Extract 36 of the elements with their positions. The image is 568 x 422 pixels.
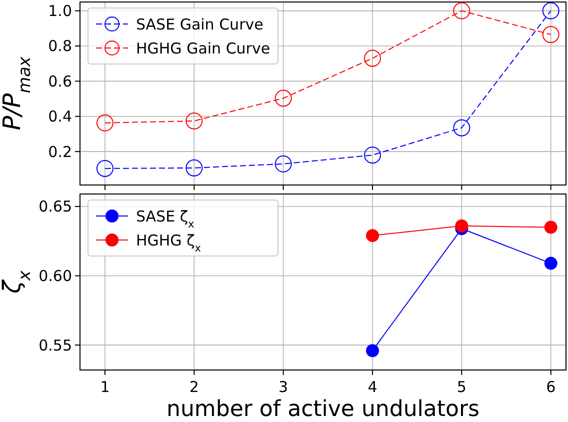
y-tick-label: 0.65 bbox=[38, 198, 72, 216]
point bbox=[544, 220, 558, 234]
point bbox=[455, 219, 468, 232]
x-tick-label: 2 bbox=[189, 378, 199, 396]
point bbox=[542, 26, 560, 44]
x-tick-label: 3 bbox=[278, 378, 288, 396]
legend-label: SASE Gain Curve bbox=[136, 15, 264, 34]
point bbox=[186, 159, 203, 176]
point bbox=[364, 146, 381, 164]
point bbox=[274, 155, 292, 172]
point bbox=[542, 2, 560, 20]
x-axis-title: number of active undulators bbox=[166, 397, 480, 422]
point bbox=[96, 160, 114, 177]
legend-label: HGHG Gain Curve bbox=[136, 39, 270, 58]
x-tick-label: 6 bbox=[546, 378, 556, 396]
point bbox=[364, 50, 381, 67]
point bbox=[186, 112, 203, 130]
point bbox=[366, 229, 379, 242]
legend-label: SASE ζ$_{x}$ bbox=[136, 207, 194, 230]
point bbox=[366, 344, 379, 358]
point bbox=[453, 2, 470, 20]
x-tick-label: 5 bbox=[456, 378, 466, 396]
point bbox=[544, 256, 558, 270]
y-tick-label: 0.6 bbox=[48, 72, 72, 90]
y-tick-label: 0.60 bbox=[38, 267, 72, 286]
y-tick-label: 1.0 bbox=[48, 2, 72, 20]
y-tick-label: 0.8 bbox=[48, 37, 72, 56]
x-tick-label: 1 bbox=[100, 378, 110, 396]
y-tick-label: 0.4 bbox=[48, 108, 72, 126]
y-tick-label: 0.2 bbox=[48, 142, 72, 161]
point bbox=[96, 114, 114, 132]
point bbox=[274, 90, 292, 107]
point bbox=[453, 119, 470, 136]
y-tick-label: 0.55 bbox=[38, 336, 72, 354]
legend-label: HGHG ζ$_{x}$ bbox=[136, 231, 201, 254]
x-tick-label: 4 bbox=[368, 378, 378, 396]
